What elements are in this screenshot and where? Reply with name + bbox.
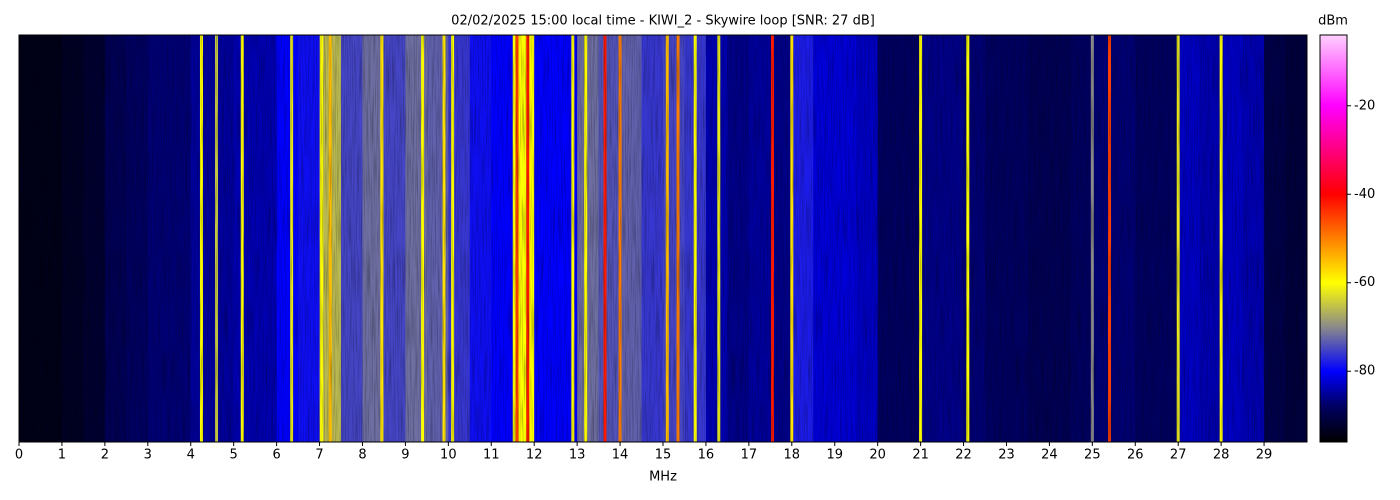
colorbar-tick-label: -60 xyxy=(1354,275,1375,290)
x-tick-label: 21 xyxy=(912,448,929,463)
x-tick-label: 24 xyxy=(1041,448,1058,463)
x-tick-label: 14 xyxy=(612,448,629,463)
x-tick-label: 19 xyxy=(826,448,843,463)
x-tick-label: 15 xyxy=(655,448,672,463)
x-tick-label: 5 xyxy=(230,448,238,463)
x-tick-label: 29 xyxy=(1256,448,1273,463)
colorbar-tick-label: -20 xyxy=(1354,98,1375,113)
x-tick-label: 10 xyxy=(440,448,457,463)
x-tick-label: 3 xyxy=(144,448,152,463)
x-tick-label: 17 xyxy=(741,448,758,463)
x-axis-label: MHz xyxy=(649,470,677,485)
x-tick-label: 0 xyxy=(15,448,23,463)
chart-title: 02/02/2025 15:00 local time - KIWI_2 - S… xyxy=(451,14,875,29)
colorbar xyxy=(1319,34,1348,443)
x-tick-label: 1 xyxy=(58,448,66,463)
colorbar-label: dBm xyxy=(1318,14,1348,29)
x-tick-label: 28 xyxy=(1213,448,1230,463)
x-tick-label: 12 xyxy=(526,448,543,463)
x-tick-label: 26 xyxy=(1127,448,1144,463)
colorbar-tick-label: -80 xyxy=(1354,364,1375,379)
x-tick-label: 9 xyxy=(401,448,409,463)
x-tick-label: 7 xyxy=(315,448,323,463)
x-tick-label: 13 xyxy=(569,448,586,463)
x-tick-label: 18 xyxy=(784,448,801,463)
x-tick-label: 4 xyxy=(187,448,195,463)
x-tick-label: 8 xyxy=(358,448,366,463)
colorbar-tick-label: -40 xyxy=(1354,187,1375,202)
x-tick-label: 16 xyxy=(698,448,715,463)
x-tick-label: 20 xyxy=(869,448,886,463)
x-tick-label: 25 xyxy=(1084,448,1101,463)
x-tick-label: 27 xyxy=(1170,448,1187,463)
x-tick-label: 23 xyxy=(998,448,1015,463)
x-tick-label: 2 xyxy=(101,448,109,463)
x-tick-label: 11 xyxy=(483,448,500,463)
noise-texture xyxy=(19,35,1307,442)
x-tick-label: 6 xyxy=(272,448,280,463)
x-tick-label: 22 xyxy=(955,448,972,463)
